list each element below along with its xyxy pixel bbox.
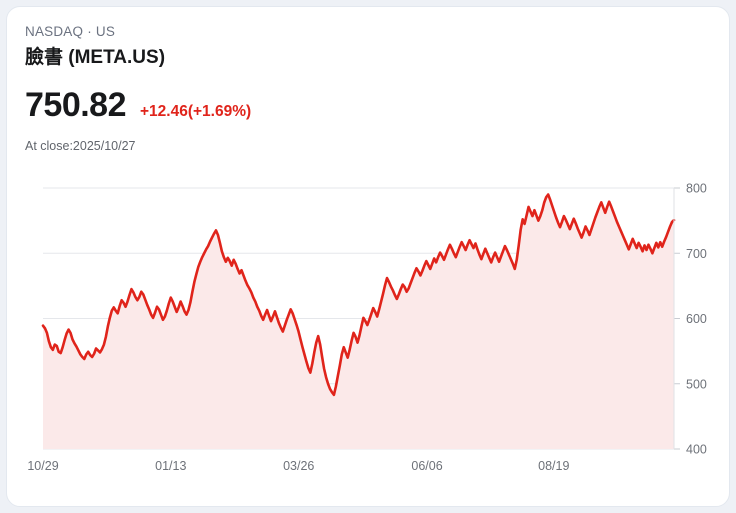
price-chart[interactable]: 800 700 600 500 400 10/29 01/13 03/26 06/06 08/1…	[7, 170, 730, 490]
x-axis-labels: 10/29 01/13 03/26 06/06 08/19	[27, 459, 569, 473]
y-axis-label: 500	[686, 377, 707, 391]
exchange-name: NASDAQ	[25, 24, 84, 39]
quote-header: NASDAQ · US 臉書 (META.US) 750.82 +12.46(+1.…	[25, 23, 711, 154]
exchange-row: NASDAQ · US	[25, 23, 711, 41]
page-title: 臉書 (META.US)	[25, 47, 166, 68]
price-change: +12.46(+1.69%)	[140, 103, 252, 120]
y-axis-label: 600	[686, 312, 707, 326]
y-axis-label: 400	[686, 443, 707, 457]
y-axis-labels: 800 700 600 500 400	[686, 182, 707, 457]
chart-line	[41, 193, 676, 397]
x-axis-label: 03/26	[283, 459, 314, 473]
y-axis-label: 800	[686, 182, 707, 196]
x-axis-label: 10/29	[27, 459, 58, 473]
y-axis-label: 700	[686, 247, 707, 261]
x-axis-label: 06/06	[411, 459, 442, 473]
x-axis-label: 01/13	[155, 459, 186, 473]
price-chart-svg[interactable]: 800 700 600 500 400 10/29 01/13 03/26 06/06 08/1…	[7, 170, 730, 490]
current-price: 750.82	[25, 86, 127, 124]
x-axis-label: 08/19	[538, 459, 569, 473]
close-timestamp: At close:2025/10/27	[25, 139, 136, 153]
chart-area-fill	[43, 194, 674, 449]
exchange-separator: ·	[87, 24, 92, 39]
region-label: US	[95, 24, 116, 39]
stock-quote-card: NASDAQ · US 臉書 (META.US) 750.82 +12.46(+1.…	[6, 6, 730, 507]
price-row: 750.82 +12.46(+1.69%)	[25, 85, 711, 125]
